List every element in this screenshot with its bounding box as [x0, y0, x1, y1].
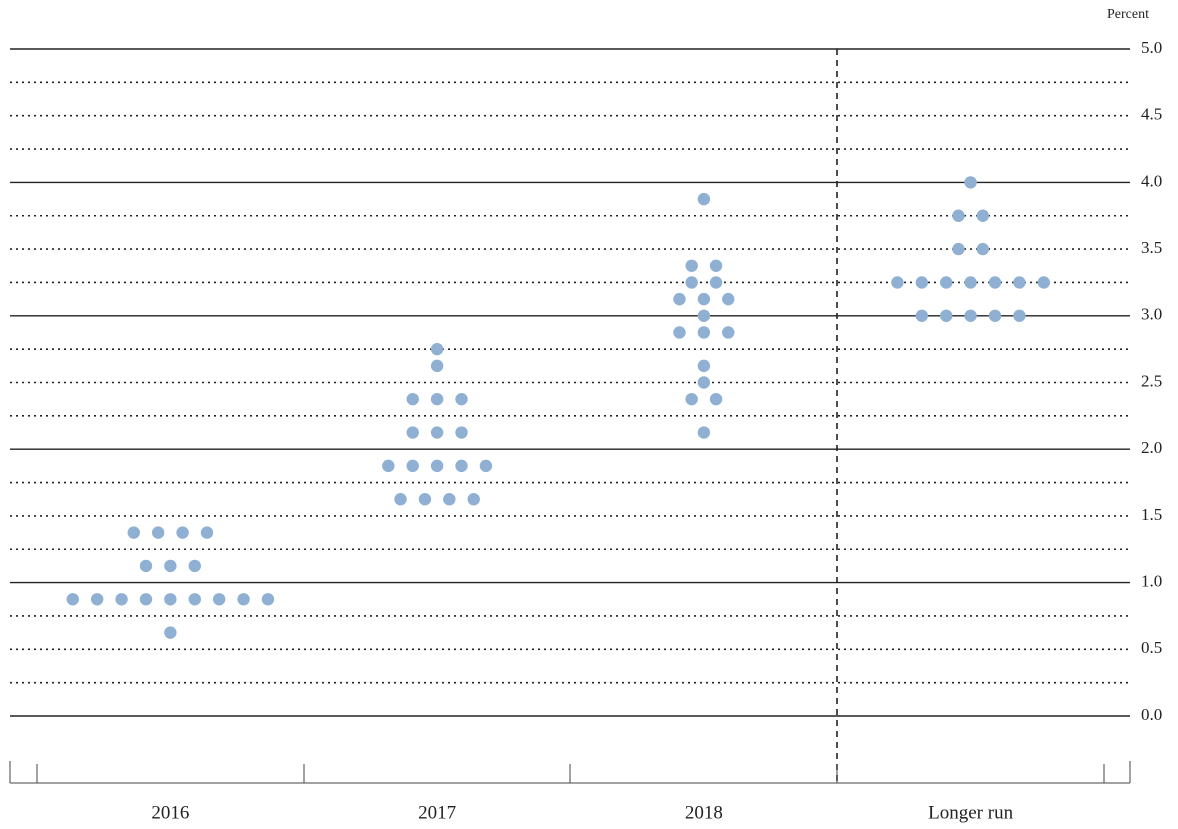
x-axis	[9, 761, 1131, 784]
dot	[151, 526, 165, 539]
dot	[455, 392, 468, 406]
dot	[697, 192, 711, 206]
dot	[90, 593, 104, 606]
dot	[115, 593, 128, 606]
dot	[685, 259, 698, 272]
y-tick-label: 0.0	[1141, 705, 1162, 724]
y-tick-label: 4.0	[1141, 171, 1162, 190]
y-tick-label: 4.5	[1141, 105, 1162, 124]
dot	[394, 493, 407, 506]
dot	[915, 276, 929, 289]
dot	[685, 392, 698, 406]
dot	[430, 459, 444, 473]
dot	[697, 309, 711, 322]
dot	[467, 493, 480, 506]
dot	[722, 292, 735, 306]
dot	[709, 276, 723, 289]
y-tick-label: 1.0	[1141, 572, 1162, 591]
y-tick-label: 0.5	[1141, 638, 1162, 657]
dot	[685, 276, 698, 289]
dot	[455, 426, 468, 439]
dot	[430, 342, 444, 356]
dot	[164, 593, 177, 606]
dot	[697, 326, 711, 339]
dot	[952, 242, 965, 256]
dot	[709, 259, 723, 272]
dot	[722, 326, 735, 339]
dot	[940, 309, 953, 322]
dot	[382, 459, 395, 473]
dot	[66, 593, 79, 606]
dot	[455, 459, 468, 473]
dot	[940, 276, 953, 289]
dot	[915, 309, 929, 322]
dot	[697, 426, 711, 439]
dot	[164, 559, 177, 573]
dot	[1037, 276, 1051, 289]
dot	[673, 326, 686, 339]
dot	[176, 526, 189, 539]
dot	[952, 209, 965, 222]
dot	[261, 593, 275, 606]
dot	[164, 626, 177, 639]
dot	[430, 359, 444, 373]
dot	[891, 276, 904, 289]
x-tick-label: Longer run	[928, 802, 1013, 823]
dot	[1013, 276, 1026, 289]
dot	[976, 209, 990, 222]
dot	[212, 593, 226, 606]
dot	[1013, 309, 1026, 322]
dot	[127, 526, 140, 539]
dot	[430, 426, 444, 439]
dot	[976, 242, 990, 256]
dot	[430, 392, 444, 406]
dot	[697, 359, 711, 373]
y-tick-label: 3.5	[1141, 238, 1162, 257]
y-tick-label: 3.0	[1141, 305, 1162, 324]
dot	[406, 459, 419, 473]
x-tick-label: 2018	[685, 802, 723, 823]
y-tick-label: 5.0	[1141, 38, 1162, 57]
dot	[139, 593, 153, 606]
dot	[406, 426, 419, 439]
x-tick-label: 2016	[151, 802, 189, 823]
dot	[443, 493, 456, 506]
dot	[697, 376, 711, 389]
dot	[418, 493, 432, 506]
y-axis-label: Percent	[1107, 7, 1149, 22]
dot	[964, 276, 977, 289]
dot	[188, 593, 201, 606]
x-tick-label: 2017	[418, 802, 456, 823]
dot	[697, 292, 711, 306]
dot	[237, 593, 250, 606]
y-tick-label: 2.0	[1141, 438, 1162, 457]
dot	[709, 392, 723, 406]
dot	[988, 309, 1002, 322]
dot	[988, 276, 1002, 289]
dot	[188, 559, 201, 573]
y-tick-label: 1.5	[1141, 505, 1162, 524]
dot	[964, 309, 977, 322]
dot	[200, 526, 214, 539]
dot	[964, 176, 977, 189]
dot	[479, 459, 493, 473]
dot	[673, 292, 686, 306]
y-tick-label: 2.5	[1141, 371, 1162, 390]
dot	[406, 392, 419, 406]
dot	[139, 559, 153, 573]
